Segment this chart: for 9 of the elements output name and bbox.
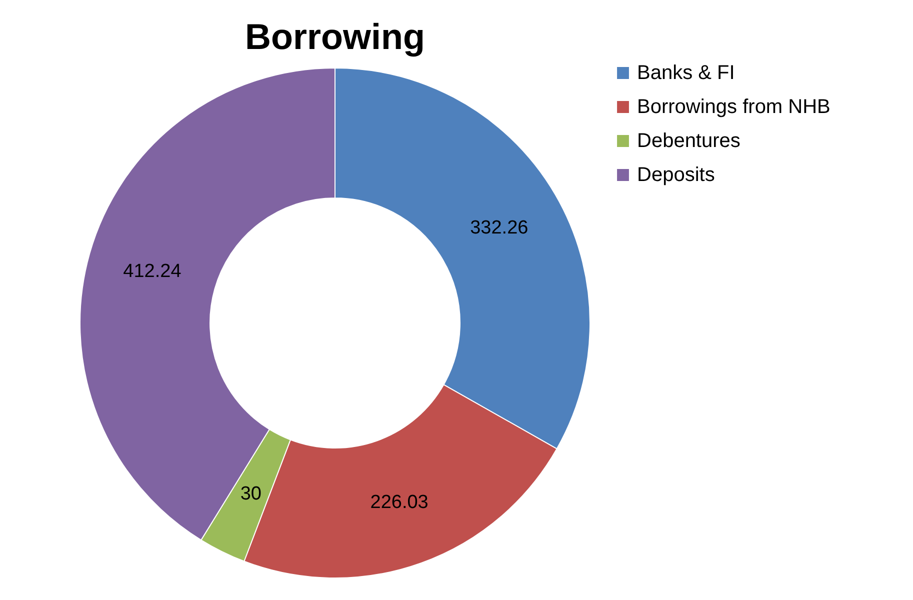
chart-title: Borrowing xyxy=(245,16,425,57)
legend-label: Debentures xyxy=(637,130,740,152)
data-label: 332.26 xyxy=(470,217,528,238)
legend-label: Deposits xyxy=(637,164,715,186)
legend-label: Borrowings from NHB xyxy=(637,96,830,118)
data-label: 30 xyxy=(240,483,262,504)
legend-label: Banks & FI xyxy=(637,62,735,84)
data-label: 226.03 xyxy=(370,492,428,513)
data-label: 412.24 xyxy=(123,261,182,282)
